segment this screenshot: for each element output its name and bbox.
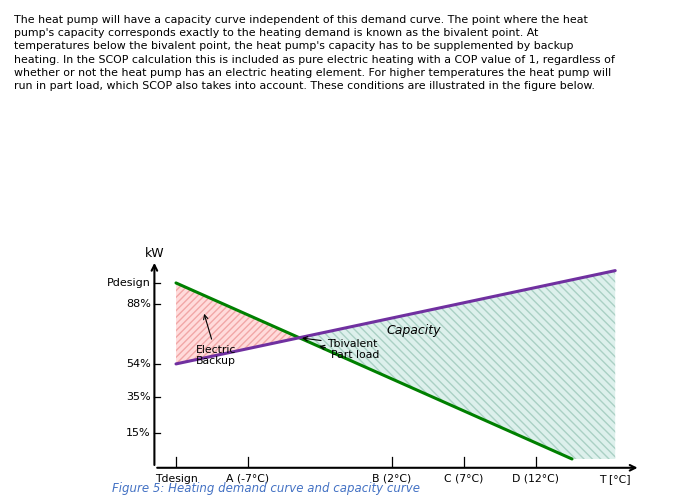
- Text: Figure 5: Heating demand curve and capacity curve: Figure 5: Heating demand curve and capac…: [112, 482, 420, 495]
- Text: 88%: 88%: [126, 299, 150, 309]
- Text: B (2°C): B (2°C): [372, 474, 412, 484]
- Text: 54%: 54%: [126, 359, 150, 369]
- Text: C (7°C): C (7°C): [444, 474, 484, 484]
- Text: 15%: 15%: [126, 428, 150, 438]
- Polygon shape: [300, 271, 615, 459]
- Text: The heat pump will have a capacity curve independent of this demand curve. The p: The heat pump will have a capacity curve…: [14, 15, 615, 91]
- Polygon shape: [176, 283, 300, 364]
- Text: T [°C]: T [°C]: [599, 474, 631, 484]
- Text: D (12°C): D (12°C): [512, 474, 559, 484]
- Text: Capacity: Capacity: [386, 324, 441, 337]
- Text: Part load: Part load: [321, 345, 379, 360]
- Text: kW: kW: [145, 247, 164, 260]
- Text: Tbivalent: Tbivalent: [303, 337, 377, 350]
- Text: Electric
Backup: Electric Backup: [196, 315, 237, 366]
- Text: 35%: 35%: [126, 392, 150, 402]
- Text: A (-7°C): A (-7°C): [226, 474, 270, 484]
- Text: Tdesign: Tdesign: [155, 474, 197, 484]
- Text: Pdesign: Pdesign: [107, 278, 150, 288]
